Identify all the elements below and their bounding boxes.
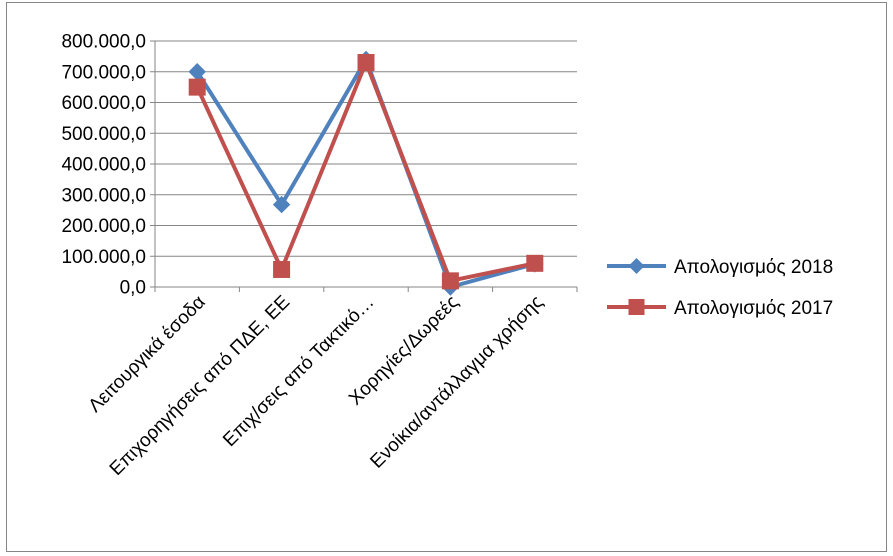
y-tick-label: 200.000,0	[61, 216, 146, 237]
y-tick-label: 300.000,0	[61, 185, 146, 206]
legend-label: Απολογισμός 2017	[674, 298, 833, 319]
data-point	[273, 260, 291, 278]
legend-label: Απολογισμός 2018	[674, 257, 833, 278]
series	[188, 50, 544, 296]
series-line	[195, 60, 537, 283]
data-point	[441, 272, 459, 290]
x-category-label: Ενοίκια/αντάλλαγμα χρήσης	[366, 292, 547, 473]
gridlines	[155, 40, 577, 257]
x-category-label: Επιχορηγήσεις από ΠΔΕ, ΕΕ	[106, 292, 294, 480]
data-point	[272, 195, 291, 214]
y-axis-ticks: 0,0 100.000,0 200.000,0 300.000,0 400.000,0 5…	[61, 32, 146, 299]
y-tick-label: 800.000,0	[61, 32, 146, 53]
axes	[150, 40, 578, 292]
y-tick-label: 600.000,0	[61, 93, 146, 114]
data-point	[188, 78, 206, 96]
x-category-label: Επιχ/σεις από Τακτικό…	[219, 292, 378, 451]
y-tick-label: 400.000,0	[61, 155, 146, 176]
data-point	[526, 254, 544, 272]
legend: Απολογισμός 2018 Απολογισμός 2017	[607, 257, 833, 319]
data-point	[357, 54, 375, 72]
y-tick-label: 500.000,0	[61, 124, 146, 145]
y-tick-label: 100.000,0	[61, 247, 146, 268]
y-tick-label: 0,0	[120, 278, 146, 299]
legend-marker-square	[628, 299, 645, 315]
legend-marker-diamond	[628, 258, 645, 274]
y-tick-label: 700.000,0	[61, 62, 146, 83]
series-line	[195, 57, 537, 289]
